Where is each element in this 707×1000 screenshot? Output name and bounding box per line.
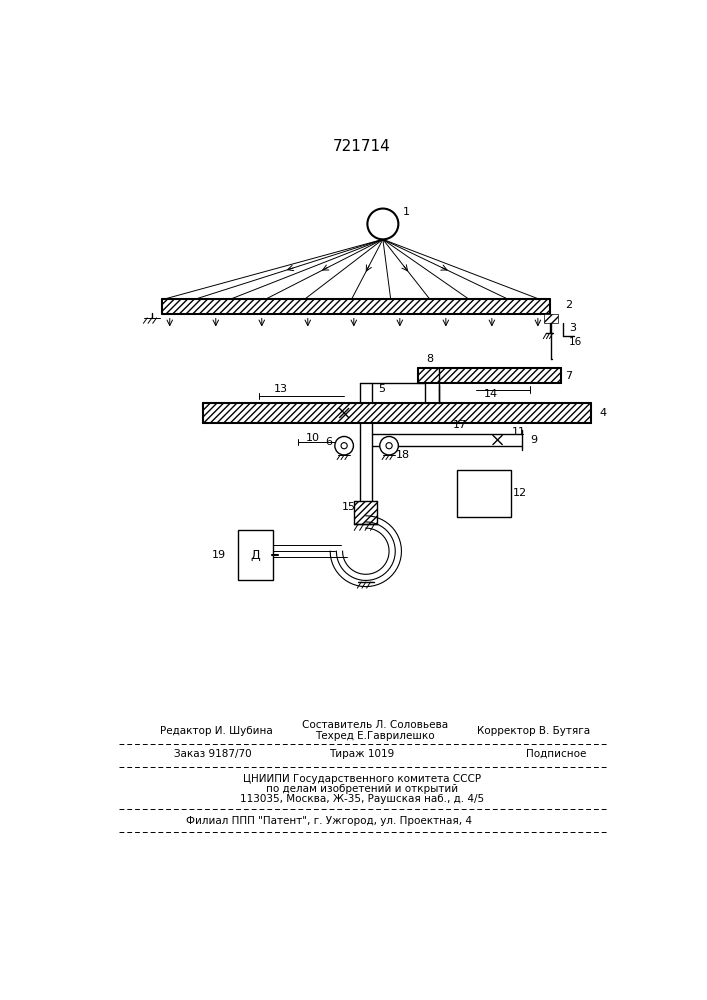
Text: Филиал ППП "Патент", г. Ужгород, ул. Проектная, 4: Филиал ППП "Патент", г. Ужгород, ул. Про…: [186, 816, 472, 826]
Bar: [162, 299, 549, 314]
Text: 19: 19: [212, 550, 226, 560]
Text: Редактор И. Шубина: Редактор И. Шубина: [160, 726, 273, 736]
Text: по делам изобретений и открытий: по делам изобретений и открытий: [266, 784, 458, 794]
Bar: [418, 368, 561, 383]
Text: 5: 5: [378, 384, 385, 394]
Text: 17: 17: [453, 420, 467, 430]
Text: 4: 4: [600, 408, 607, 418]
Circle shape: [341, 443, 347, 449]
Text: Заказ 9187/70: Заказ 9187/70: [174, 749, 251, 759]
Text: Корректор В. Бутяга: Корректор В. Бутяга: [477, 726, 590, 736]
Text: 113035, Москва, Ж-35, Раушская наб., д. 4/5: 113035, Москва, Ж-35, Раушская наб., д. …: [240, 794, 484, 804]
Circle shape: [335, 436, 354, 455]
Text: 1: 1: [402, 207, 409, 217]
Text: 8: 8: [426, 354, 433, 364]
Text: 18: 18: [396, 450, 410, 460]
Text: 2: 2: [565, 300, 572, 310]
Text: 9: 9: [530, 435, 537, 445]
Text: 7: 7: [565, 371, 572, 381]
Circle shape: [380, 436, 398, 455]
Bar: [354, 501, 378, 524]
Bar: [544, 314, 558, 323]
Circle shape: [368, 209, 398, 239]
Bar: [203, 403, 590, 423]
Text: 15: 15: [341, 502, 356, 512]
Text: Подписное: Подписное: [526, 749, 587, 759]
Text: 13: 13: [274, 384, 288, 394]
Bar: [457, 470, 510, 517]
Bar: [238, 530, 273, 580]
Text: 14: 14: [484, 389, 498, 399]
Text: Тираж 1019: Тираж 1019: [329, 749, 394, 759]
Text: 12: 12: [513, 488, 527, 498]
Text: Техред Е.Гаврилешко: Техред Е.Гаврилешко: [315, 731, 435, 741]
Text: 11: 11: [511, 427, 525, 437]
Text: 10: 10: [306, 433, 320, 443]
Text: 6: 6: [325, 437, 332, 447]
Text: 16: 16: [568, 337, 582, 347]
Text: 721714: 721714: [333, 139, 391, 154]
Text: Д: Д: [250, 549, 260, 562]
Text: ЦНИИПИ Государственного комитета СССР: ЦНИИПИ Государственного комитета СССР: [243, 774, 481, 784]
Text: Составитель Л. Соловьева: Составитель Л. Соловьева: [302, 720, 448, 730]
Circle shape: [386, 443, 392, 449]
Text: 3: 3: [569, 323, 576, 333]
